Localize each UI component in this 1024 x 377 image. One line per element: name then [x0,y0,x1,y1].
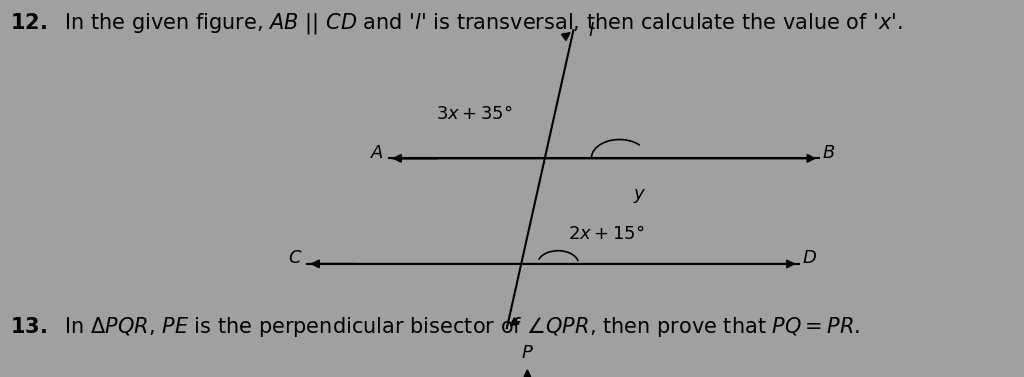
Text: $y$: $y$ [633,187,646,205]
Text: $P$: $P$ [521,344,534,362]
Text: $A$: $A$ [370,144,384,162]
Text: $2x+15°$: $2x+15°$ [568,225,645,243]
Text: $\mathbf{12.}$  In the given figure, $AB$ $||$ $CD$ and '$l$' is transversal, th: $\mathbf{12.}$ In the given figure, $AB$… [10,11,903,36]
Text: $\mathbf{13.}$  In $\Delta PQR$, $PE$ is the perpendicular bisector of $\angle Q: $\mathbf{13.}$ In $\Delta PQR$, $PE$ is … [10,315,860,339]
Text: $D$: $D$ [802,249,817,267]
Text: $l$: $l$ [588,21,595,40]
Text: $B$: $B$ [822,144,836,162]
Text: $C$: $C$ [288,249,302,267]
Text: $3x+35°$: $3x+35°$ [435,104,512,123]
